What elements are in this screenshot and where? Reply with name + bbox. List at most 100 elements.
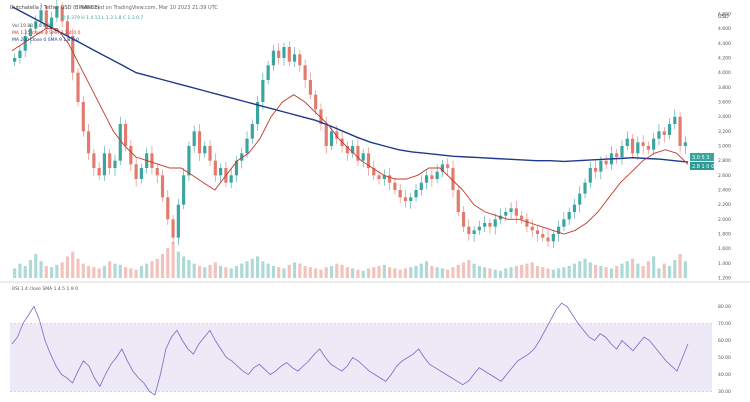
candle-body bbox=[97, 168, 101, 176]
volume-bar bbox=[356, 269, 360, 278]
volume-bar bbox=[572, 263, 577, 278]
candle-body bbox=[546, 237, 550, 242]
volume-bar bbox=[419, 263, 423, 278]
candle-body bbox=[18, 50, 22, 58]
price-tick-label: 4.000 bbox=[718, 70, 731, 76]
volume-bar bbox=[176, 251, 180, 278]
volume-bar bbox=[292, 262, 297, 278]
ma-short-line bbox=[11, 28, 689, 235]
publish-line: Published on TradingView.com, Mar 10 202… bbox=[80, 5, 218, 11]
price-tick-label: 1.800 bbox=[718, 232, 731, 238]
volume-bar bbox=[192, 263, 196, 278]
volume-bar bbox=[662, 263, 666, 278]
candle-body bbox=[203, 146, 207, 154]
volume-bar bbox=[108, 261, 112, 278]
volume-bar bbox=[652, 256, 656, 278]
candle-body bbox=[298, 54, 302, 66]
rsi-tick-label: 70.00 bbox=[718, 321, 731, 327]
volume-bar bbox=[303, 266, 307, 278]
candle-body bbox=[477, 226, 481, 231]
candle-body bbox=[155, 168, 159, 176]
volume-bar bbox=[271, 266, 276, 278]
volume-bar bbox=[361, 270, 365, 278]
rsi-tick-label: 40.00 bbox=[718, 372, 731, 378]
candle-body bbox=[424, 175, 429, 183]
ma-tag-bg bbox=[690, 162, 714, 170]
volume-bar bbox=[630, 258, 635, 278]
volume-bar bbox=[261, 261, 265, 278]
candle-body bbox=[366, 153, 371, 168]
volume-bar bbox=[150, 261, 154, 278]
volume-bar bbox=[409, 267, 413, 278]
candle-body bbox=[234, 160, 239, 176]
candle-body bbox=[541, 234, 545, 238]
candle-body bbox=[388, 175, 392, 183]
candle-body bbox=[92, 153, 96, 168]
candle-body bbox=[683, 142, 687, 146]
volume-bar bbox=[240, 263, 244, 278]
price-tick-label: 4.200 bbox=[718, 56, 731, 62]
candle-body bbox=[50, 17, 54, 29]
candlesticks bbox=[13, 0, 687, 248]
volume-bar bbox=[97, 268, 101, 278]
volume-bar bbox=[139, 266, 143, 278]
volume-bar bbox=[424, 261, 429, 278]
price-tick-label: 4.800 bbox=[718, 12, 731, 18]
candle-body bbox=[488, 223, 492, 227]
rsi-axis[interactable]: 80.00 70.00 60.00 50.00 40.00 30.00 bbox=[718, 304, 731, 395]
candle-body bbox=[467, 226, 471, 234]
price-tick-label: 3.600 bbox=[718, 100, 731, 106]
price-unit: USD bbox=[718, 14, 729, 20]
volume-bar bbox=[382, 264, 386, 278]
volume-bar bbox=[34, 254, 38, 278]
volume-bar bbox=[335, 263, 339, 278]
volume-bar bbox=[308, 267, 312, 278]
candle-body bbox=[102, 153, 107, 176]
volume-bar bbox=[504, 268, 508, 278]
candle-body bbox=[261, 80, 265, 102]
volume-bar bbox=[388, 267, 392, 278]
volume-bar bbox=[13, 268, 17, 278]
candle-body bbox=[197, 131, 202, 154]
price-tick-label: 1.600 bbox=[718, 246, 731, 252]
candle-body bbox=[113, 160, 117, 168]
price-tick-label: 3.800 bbox=[718, 85, 731, 91]
volume-line: Vol 19.88 7.0 8 0 bbox=[12, 23, 50, 29]
volume-bar bbox=[620, 263, 624, 278]
candle-body bbox=[60, 6, 64, 22]
candle-body bbox=[287, 47, 291, 62]
volume-bar bbox=[182, 256, 186, 278]
candle-body bbox=[182, 175, 186, 205]
volume-bar bbox=[324, 267, 328, 278]
price-axis[interactable]: 4.800 4.600 4.400 4.200 4.000 3.800 3.600 3.400… bbox=[718, 12, 731, 282]
volume-bar bbox=[18, 263, 22, 278]
last-price-tag: 3.0 5 3 bbox=[692, 155, 710, 161]
volume-bar bbox=[588, 262, 592, 278]
candle-body bbox=[28, 28, 33, 36]
candle-body bbox=[208, 146, 212, 161]
rsi-header: RSI 1.4 close SMA 1.4 5 1.9 0 bbox=[12, 286, 78, 292]
candle-body bbox=[160, 175, 165, 198]
candle-body bbox=[652, 138, 656, 150]
rsi-band bbox=[10, 323, 712, 392]
volume-bar bbox=[683, 261, 687, 278]
volume-bar bbox=[541, 267, 545, 278]
candle-body bbox=[377, 175, 381, 179]
candle-body bbox=[403, 197, 408, 201]
candle-body bbox=[282, 47, 286, 58]
volume-bar bbox=[509, 267, 513, 278]
candle-body bbox=[593, 168, 598, 172]
volume-bar bbox=[28, 260, 33, 278]
candle-body bbox=[382, 175, 386, 179]
price-pane[interactable] bbox=[10, 12, 712, 280]
volume-bar bbox=[71, 251, 75, 278]
volume-bar bbox=[604, 267, 608, 278]
candle-body bbox=[551, 234, 555, 242]
candle-body bbox=[525, 219, 529, 227]
candle-body bbox=[557, 226, 561, 234]
candle-body bbox=[308, 80, 312, 95]
volume-bar bbox=[171, 242, 175, 278]
volume-bar bbox=[234, 266, 239, 278]
volume-bar bbox=[461, 262, 466, 278]
